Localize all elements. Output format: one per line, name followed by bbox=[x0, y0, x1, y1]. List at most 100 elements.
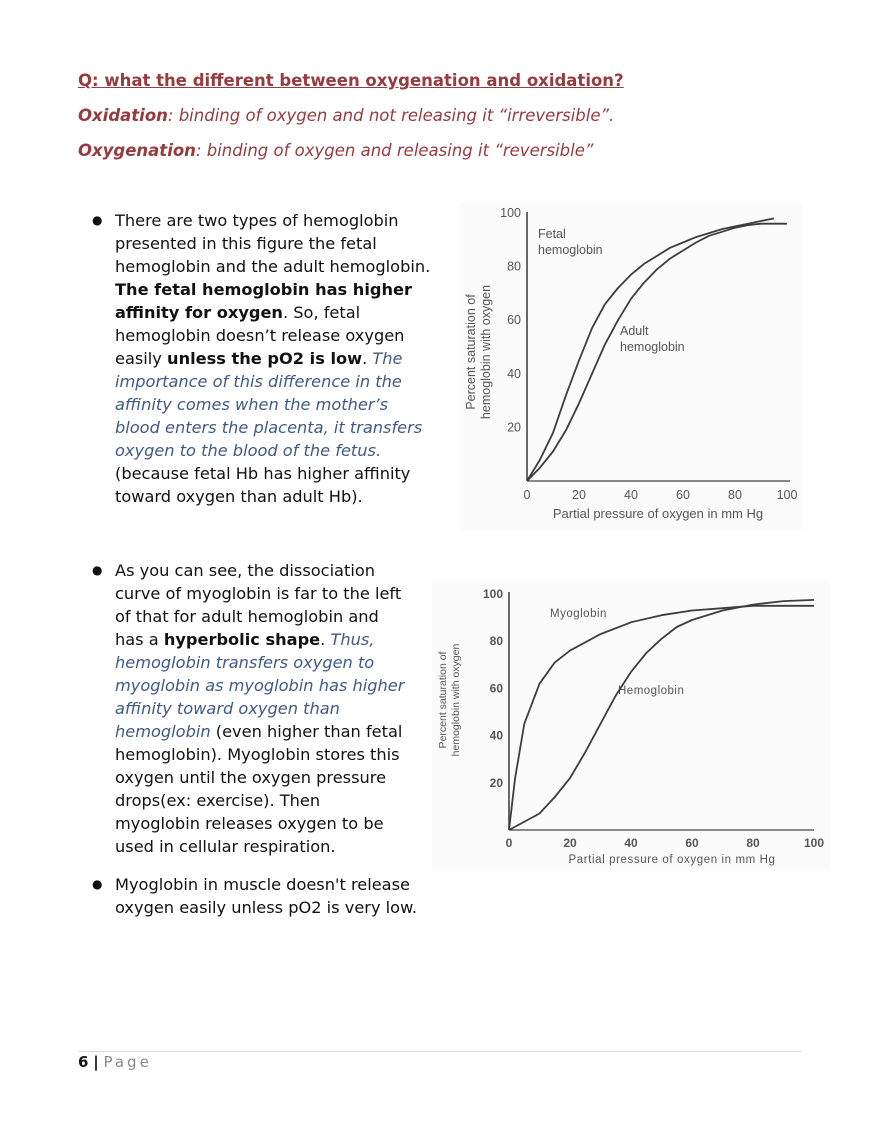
text-line: There are two types of hemoglobin bbox=[115, 211, 399, 230]
bold-phrase: hyperbolic shape bbox=[163, 630, 321, 649]
highlight-phrase: Thus, bbox=[330, 630, 375, 649]
series-label-fetal-line2: hemoglobin bbox=[538, 243, 603, 257]
highlight-line: affinity toward oxygen than bbox=[115, 699, 340, 718]
text-line: hemoglobin). Myoglobin stores this bbox=[115, 745, 400, 764]
series-line-1 bbox=[508, 599, 815, 831]
text-line: used in cellular respiration. bbox=[115, 837, 336, 856]
y-tick-label: 40 bbox=[507, 367, 521, 381]
bullet-text: Myoglobin in muscle doesn't release oxyg… bbox=[115, 873, 417, 919]
series-label-hemoglobin: Hemoglobin bbox=[618, 685, 684, 697]
text-line: As you can see, the dissociation bbox=[115, 561, 375, 580]
y-tick-label: 100 bbox=[483, 587, 503, 601]
bullet-dot: ● bbox=[92, 563, 103, 577]
y-tick-label: 80 bbox=[490, 634, 504, 648]
bold-phrase: affinity for oxygen bbox=[115, 303, 283, 322]
bold-phrase: unless the pO2 is low bbox=[167, 349, 363, 368]
y-axis-label-line1: Percent saturation of bbox=[464, 294, 478, 410]
x-tick-label: 80 bbox=[728, 488, 742, 502]
bullet-text: As you can see, the dissociation curve o… bbox=[115, 559, 404, 858]
chart-svg: Partial pressure of oxygen in mm Hg Perc… bbox=[464, 206, 798, 521]
y-tick-label: 80 bbox=[507, 260, 521, 274]
highlight-phrase: The bbox=[372, 349, 403, 368]
text-line: affinity for oxygen. So, fetal bbox=[115, 301, 430, 324]
y-tick-label: 60 bbox=[490, 681, 504, 695]
definition-text: : binding of oxygen and releasing it “re… bbox=[195, 141, 594, 160]
x-tick-label: 100 bbox=[777, 488, 798, 502]
series-line-1 bbox=[526, 222, 787, 482]
highlight-line: hemoglobin transfers oxygen to bbox=[115, 653, 375, 672]
x-tick-label: 80 bbox=[746, 836, 760, 850]
text-line: drops(ex: exercise). Then bbox=[115, 791, 321, 810]
definition-term: Oxidation bbox=[78, 106, 168, 125]
text-line: easily unless the pO2 is low. The bbox=[115, 347, 430, 370]
chart-svg: Partial pressure of oxygen in mm Hg Perc… bbox=[437, 587, 824, 866]
y-axis-label-line1: Percent saturation of bbox=[437, 651, 449, 748]
text-run: (even higher than fetal bbox=[210, 722, 403, 741]
footer-divider bbox=[78, 1051, 802, 1052]
highlight-line: importance of this difference in the bbox=[115, 372, 402, 391]
question-title: Q: what the different between oxygenatio… bbox=[78, 71, 624, 90]
definition-oxidation: Oxidation: binding of oxygen and not rel… bbox=[78, 106, 614, 125]
x-tick-label: 60 bbox=[685, 836, 699, 850]
text-line: of that for adult hemoglobin and bbox=[115, 607, 379, 626]
text-line: has a hyperbolic shape. Thus, bbox=[115, 628, 404, 651]
x-tick-label: 40 bbox=[624, 836, 638, 850]
chart-myoglobin-hemoglobin: Partial pressure of oxygen in mm Hg Perc… bbox=[432, 580, 830, 870]
x-tick-label: 40 bbox=[624, 488, 638, 502]
bullet-dot: ● bbox=[92, 213, 103, 227]
bullet-text: There are two types of hemoglobin presen… bbox=[115, 209, 430, 508]
footer-separator: | bbox=[93, 1053, 99, 1071]
text-line: hemoglobin and the adult hemoglobin. bbox=[115, 257, 431, 276]
text-run: . bbox=[320, 630, 331, 649]
text-line: oxygen easily unless pO2 is very low. bbox=[115, 898, 417, 917]
text-line: hemoglobin doesn’t release oxygen bbox=[115, 326, 405, 345]
chart-fetal-adult-hemoglobin: Partial pressure of oxygen in mm Hg Perc… bbox=[460, 202, 802, 530]
x-tick-label: 20 bbox=[563, 836, 577, 850]
series-label-myoglobin: Myoglobin bbox=[550, 608, 607, 620]
text-run: easily bbox=[115, 349, 168, 368]
y-axis-label-line2: hemoglobin with oxygen bbox=[450, 644, 462, 757]
x-axis-label: Partial pressure of oxygen in mm Hg bbox=[553, 506, 763, 521]
y-axis-label-line2: hemoglobin with oxygen bbox=[479, 285, 493, 419]
y-tick-label: 20 bbox=[490, 776, 504, 790]
text-line: oxygen until the oxygen pressure bbox=[115, 768, 387, 787]
page-number: 6 bbox=[78, 1053, 89, 1071]
text-line: hemoglobin (even higher than fetal bbox=[115, 720, 404, 743]
page-label: Page bbox=[103, 1053, 152, 1071]
text-run: has a bbox=[115, 630, 164, 649]
x-tick-label: 20 bbox=[572, 488, 586, 502]
text-line-bold: The fetal hemoglobin has higher bbox=[115, 280, 412, 299]
text-run: . bbox=[362, 349, 373, 368]
text-run: . So, fetal bbox=[282, 303, 361, 322]
y-tick-label: 100 bbox=[500, 206, 521, 220]
highlight-line: oxygen to the blood of the fetus. bbox=[115, 441, 382, 460]
series-line-0 bbox=[526, 217, 775, 482]
highlight-line: affinity comes when the mother’s bbox=[115, 395, 389, 414]
series-label-adult-line2: hemoglobin bbox=[620, 340, 685, 354]
series-label-fetal-line1: Fetal bbox=[538, 227, 566, 241]
text-line: Myoglobin in muscle doesn't release bbox=[115, 875, 410, 894]
definition-term: Oxygenation bbox=[78, 141, 196, 160]
definition-text: : binding of oxygen and not releasing it… bbox=[167, 106, 615, 125]
definition-oxygenation: Oxygenation: binding of oxygen and relea… bbox=[78, 141, 593, 160]
x-tick-label: 100 bbox=[804, 836, 824, 850]
series-label-adult-line1: Adult bbox=[620, 324, 649, 338]
page-footer: 6 | Page bbox=[78, 1053, 152, 1071]
x-axis-label: Partial pressure of oxygen in mm Hg bbox=[569, 854, 776, 866]
highlight-phrase: hemoglobin bbox=[115, 722, 211, 741]
x-tick-label: 0 bbox=[506, 836, 513, 850]
text-line: (because fetal Hb has higher affinity bbox=[115, 464, 411, 483]
x-tick-label: 60 bbox=[676, 488, 690, 502]
y-tick-label: 60 bbox=[507, 313, 521, 327]
y-tick-label: 20 bbox=[507, 420, 521, 434]
text-line: toward oxygen than adult Hb). bbox=[115, 487, 363, 506]
y-tick-label: 40 bbox=[490, 729, 504, 743]
x-tick-label: 0 bbox=[524, 488, 531, 502]
text-line: curve of myoglobin is far to the left bbox=[115, 584, 402, 603]
text-line: presented in this figure the fetal bbox=[115, 234, 377, 253]
highlight-line: blood enters the placenta, it transfers bbox=[115, 418, 423, 437]
bullet-dot: ● bbox=[92, 877, 103, 891]
highlight-line: myoglobin as myoglobin has higher bbox=[115, 676, 405, 695]
text-line: myoglobin releases oxygen to be bbox=[115, 814, 384, 833]
